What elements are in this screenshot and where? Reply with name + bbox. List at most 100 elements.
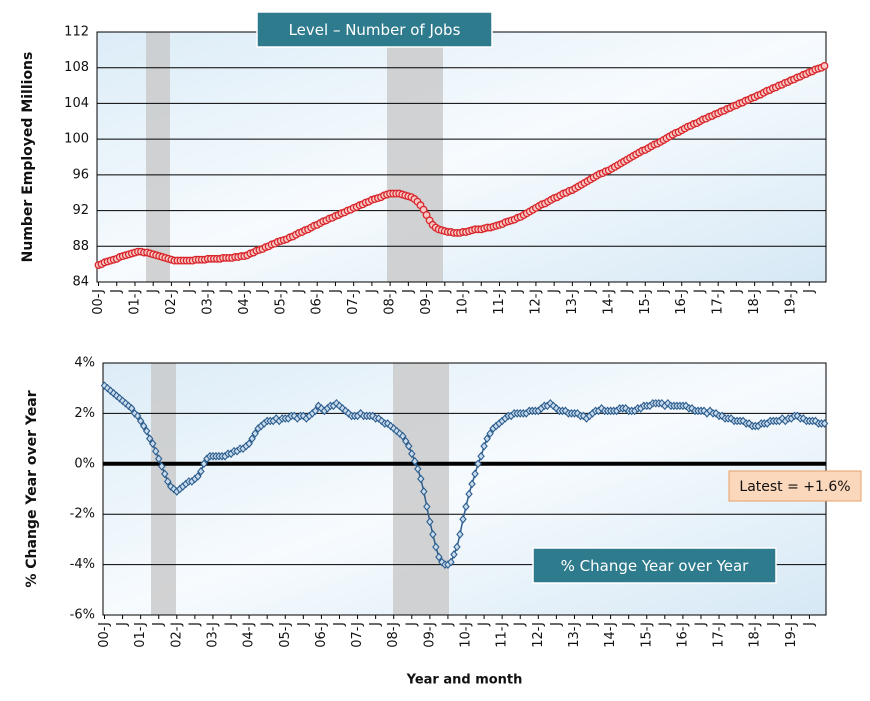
marker — [474, 459, 482, 469]
x-tick-label: 07-J — [350, 622, 365, 648]
x-tick-label: 08-J — [386, 622, 401, 648]
x-tick-label: 16-J — [674, 289, 689, 315]
marker — [450, 550, 458, 559]
x-tick-label: J — [620, 289, 635, 294]
x-tick-label: 03-J — [205, 622, 220, 648]
x-tick-label: 19-J — [784, 622, 799, 648]
x-tick-label: J — [765, 289, 780, 294]
x-tick-label: J — [260, 622, 275, 627]
x-tick-label: 11-J — [495, 622, 510, 648]
marker — [121, 398, 130, 408]
x-tick-label: J — [692, 289, 707, 294]
y-tick-label: -4% — [70, 557, 95, 572]
x-tick-label: 12-J — [528, 289, 543, 315]
marker — [621, 404, 630, 413]
x-tick-label: J — [693, 622, 708, 627]
marker — [420, 487, 428, 496]
x-tick-label: 15-J — [639, 622, 654, 648]
marker — [820, 419, 829, 428]
marker — [133, 411, 142, 421]
marker — [435, 552, 443, 562]
marker — [164, 477, 172, 486]
annotation-box — [728, 470, 862, 502]
x-tick-label: 17-J — [712, 622, 727, 648]
x-tick-label: J — [332, 622, 347, 627]
marker — [573, 409, 582, 418]
chart-title: Level – Number of Jobs — [289, 21, 461, 39]
x-tick-label: 03-J — [200, 289, 215, 315]
marker — [155, 454, 163, 464]
recession-band — [387, 32, 443, 282]
x-tick-label: 16-J — [675, 622, 690, 648]
x-tick-label: 12-J — [531, 622, 546, 648]
marker — [712, 409, 720, 418]
y-tick-label: 96 — [72, 167, 89, 182]
x-tick-label: 01-J — [133, 622, 148, 648]
marker — [405, 441, 413, 451]
x-tick-label: J — [182, 289, 197, 294]
marker — [477, 451, 485, 461]
x-tick-label: J — [657, 622, 672, 627]
marker — [386, 421, 395, 431]
marker — [251, 429, 259, 438]
marker — [706, 406, 714, 416]
x-tick-label: J — [115, 622, 130, 627]
x-tick-label: 10-J — [459, 622, 474, 648]
marker — [411, 456, 419, 466]
marker — [423, 502, 431, 511]
marker — [579, 411, 588, 421]
y-tick-label: 0% — [74, 456, 95, 471]
x-tick-label: J — [656, 289, 671, 294]
x-axis-label: Year and month — [406, 673, 523, 688]
x-tick-label: J — [255, 289, 270, 294]
marker — [408, 449, 416, 459]
marker — [158, 461, 166, 471]
recession-band — [393, 363, 449, 615]
y-tick-label: 92 — [72, 203, 89, 218]
x-tick-label: 09-J — [419, 289, 434, 315]
marker — [402, 436, 410, 446]
marker — [142, 426, 151, 436]
x-tick-label: J — [146, 289, 161, 294]
marker — [197, 467, 205, 476]
x-tick-label: J — [224, 622, 239, 627]
marker — [399, 431, 407, 441]
marker — [426, 517, 434, 527]
x-tick-label: J — [802, 289, 817, 294]
title-box — [532, 547, 777, 584]
y-tick-label: 4% — [74, 356, 95, 371]
x-tick-label: 08-J — [383, 289, 398, 315]
marker — [103, 383, 112, 393]
x-tick-label: 00-J — [97, 622, 112, 648]
marker — [820, 61, 829, 70]
marker — [272, 414, 280, 423]
marker — [332, 398, 341, 408]
marker — [248, 434, 256, 443]
x-tick-label: J — [510, 289, 525, 294]
x-tick-label: J — [583, 289, 598, 294]
y-axis-label: % Change Year over Year — [24, 390, 40, 587]
marker — [471, 469, 479, 479]
marker — [483, 434, 491, 443]
annotation: Latest = +1.6% — [739, 479, 850, 495]
marker — [115, 393, 124, 403]
marker — [290, 411, 299, 421]
x-tick-label: J — [547, 289, 562, 294]
x-tick-label: 04-J — [242, 622, 257, 648]
x-tick-label: 04-J — [237, 289, 252, 315]
marker — [338, 404, 347, 413]
x-tick-label: 13-J — [567, 622, 582, 648]
marker — [136, 416, 145, 426]
x-tick-label: J — [802, 622, 817, 627]
marker — [561, 406, 570, 416]
marker — [368, 411, 377, 421]
x-tick-label: J — [730, 622, 745, 627]
x-tick-label: J — [328, 289, 343, 294]
x-tick-label: J — [404, 622, 419, 627]
x-tick-label: J — [401, 289, 416, 294]
marker — [447, 557, 455, 567]
y-tick-label: 88 — [72, 239, 89, 254]
marker — [432, 542, 440, 552]
x-tick-label: 15-J — [638, 289, 653, 315]
x-tick-label: J — [296, 622, 311, 627]
